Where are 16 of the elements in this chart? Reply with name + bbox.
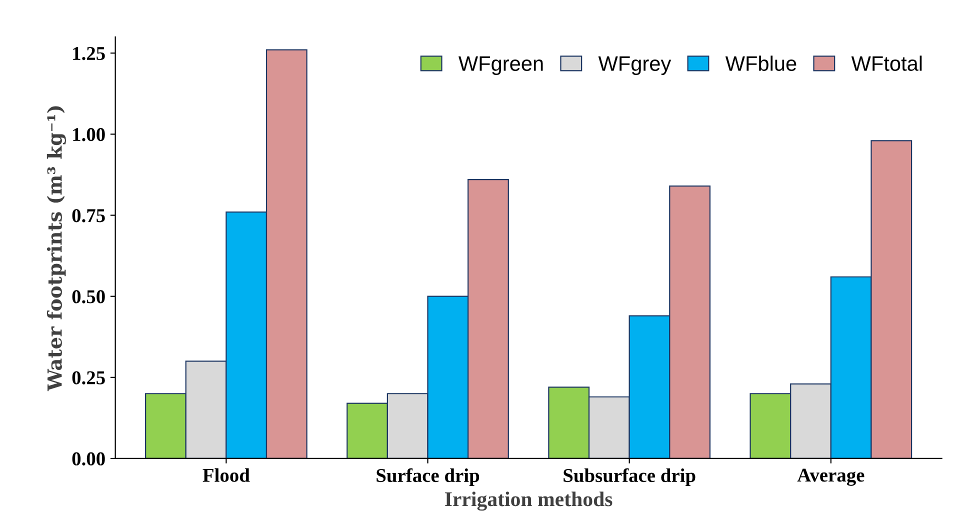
y-tick-label: 0.50 — [72, 290, 105, 304]
legend-label: WFgreen — [458, 56, 543, 76]
y-tick-label: 1.00 — [73, 128, 105, 142]
x-tick-label: Average — [797, 468, 864, 486]
legend-label: WFblue — [725, 56, 796, 71]
y-tick-label: 1.25 — [73, 46, 105, 60]
legend-label: WFtotal — [851, 56, 922, 71]
legend-label: WFgrey — [598, 56, 672, 76]
x-axis-title: Irrigation methods — [445, 492, 612, 511]
y-axis-title: Water footprints (m³ kg⁻¹) — [46, 106, 66, 392]
y-tick-label: 0.25 — [72, 371, 105, 384]
y-tick-label: 0.00 — [72, 452, 105, 466]
y-tick-label: 0.75 — [72, 209, 105, 222]
x-tick-label: Subsurface drip — [564, 468, 696, 486]
x-tick-label: Surface drip — [376, 468, 480, 486]
x-tick-label: Flood — [202, 468, 250, 482]
